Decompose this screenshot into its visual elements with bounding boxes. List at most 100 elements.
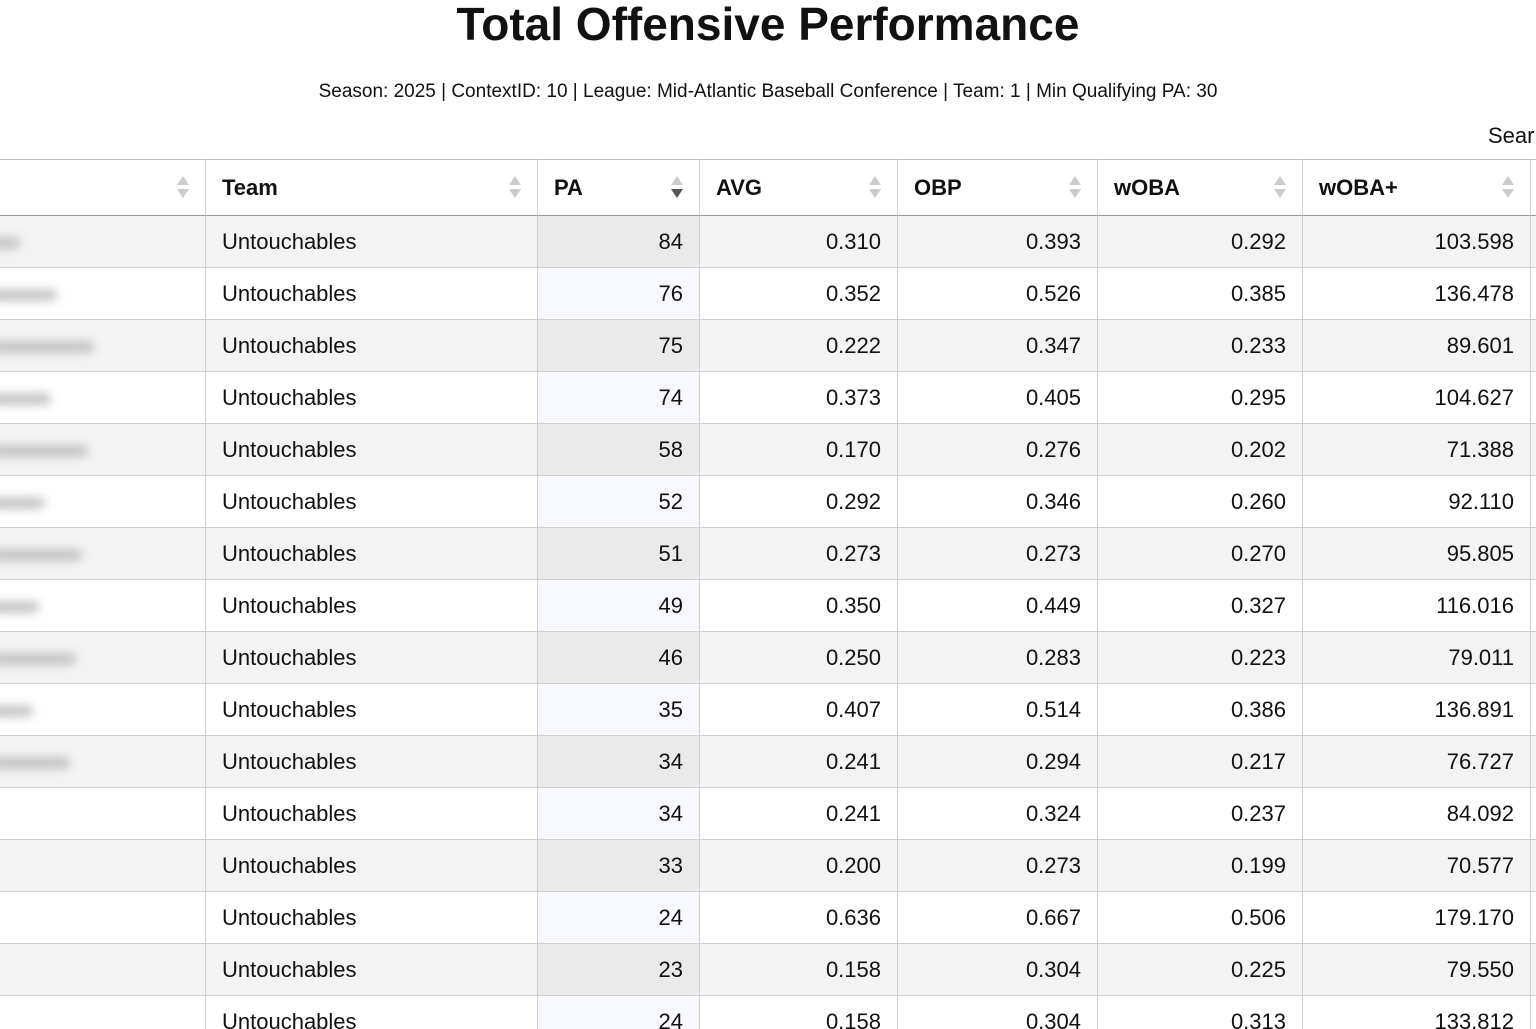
player-cell <box>0 788 206 840</box>
stat-cell: 75 <box>538 320 700 372</box>
player-cell <box>0 216 206 268</box>
stat-cell: 116.016 <box>1303 580 1531 632</box>
redacted-name <box>0 394 51 404</box>
stats-table: Team PA AVG OBP wOBA wOBA+ Untouchables 84 0.310… <box>0 159 1536 1029</box>
extra-cell <box>1531 216 1536 268</box>
sort-icon[interactable] <box>1502 176 1514 200</box>
column-header[interactable]: OBP <box>898 159 1098 216</box>
team-cell: Untouchables <box>206 268 538 320</box>
player-cell <box>0 424 206 476</box>
redacted-name <box>0 654 76 664</box>
stat-cell: 0.449 <box>898 580 1098 632</box>
stat-cell: 0.292 <box>700 476 898 528</box>
stat-cell: 35 <box>538 684 700 736</box>
page-title: Total Offensive Performance <box>456 0 1080 50</box>
stat-cell: 0.273 <box>898 528 1098 580</box>
stat-cell: 0.241 <box>700 788 898 840</box>
sort-icon[interactable] <box>1274 176 1286 200</box>
stat-cell: 0.241 <box>700 736 898 788</box>
stat-cell: 0.199 <box>1098 840 1303 892</box>
extra-cell <box>1531 476 1536 528</box>
extra-cell <box>1531 892 1536 944</box>
search-label[interactable]: Sear <box>1488 123 1535 148</box>
sort-icon[interactable] <box>671 176 683 200</box>
column-header[interactable]: AVG <box>700 159 898 216</box>
stat-cell: 84.092 <box>1303 788 1531 840</box>
redacted-name <box>0 238 20 248</box>
redacted-name <box>0 602 39 612</box>
column-header[interactable]: wOBA+ <box>1303 159 1531 216</box>
stat-cell: 0.313 <box>1098 996 1303 1029</box>
stat-cell: 0.250 <box>700 632 898 684</box>
stat-cell: 0.202 <box>1098 424 1303 476</box>
player-cell <box>0 840 206 892</box>
stat-cell: 24 <box>538 892 700 944</box>
stat-cell: 0.386 <box>1098 684 1303 736</box>
stat-cell: 46 <box>538 632 700 684</box>
player-cell <box>0 684 206 736</box>
stat-cell: 0.407 <box>700 684 898 736</box>
stat-cell: 0.225 <box>1098 944 1303 996</box>
stat-cell: 0.636 <box>700 892 898 944</box>
column-header[interactable] <box>0 159 206 216</box>
player-cell <box>0 476 206 528</box>
player-cell <box>0 528 206 580</box>
player-cell <box>0 372 206 424</box>
team-cell: Untouchables <box>206 736 538 788</box>
team-cell: Untouchables <box>206 944 538 996</box>
stat-cell: 103.598 <box>1303 216 1531 268</box>
stat-cell: 79.550 <box>1303 944 1531 996</box>
redacted-name <box>0 342 94 352</box>
stat-cell: 0.270 <box>1098 528 1303 580</box>
team-cell: Untouchables <box>206 476 538 528</box>
stat-cell: 89.601 <box>1303 320 1531 372</box>
sort-icon[interactable] <box>1069 176 1081 200</box>
column-header[interactable]: PA <box>538 159 700 216</box>
stat-cell: 79.011 <box>1303 632 1531 684</box>
extra-cell <box>1531 996 1536 1029</box>
player-cell <box>0 320 206 372</box>
stat-cell: 34 <box>538 736 700 788</box>
stat-cell: 0.405 <box>898 372 1098 424</box>
stat-cell: 0.347 <box>898 320 1098 372</box>
stat-cell: 0.667 <box>898 892 1098 944</box>
redacted-name <box>0 498 45 508</box>
sort-icon[interactable] <box>509 176 521 200</box>
team-cell: Untouchables <box>206 788 538 840</box>
stat-cell: 0.158 <box>700 996 898 1029</box>
sort-icon[interactable] <box>869 176 881 200</box>
stat-cell: 179.170 <box>1303 892 1531 944</box>
team-cell: Untouchables <box>206 528 538 580</box>
team-cell: Untouchables <box>206 996 538 1029</box>
extra-cell <box>1531 424 1536 476</box>
column-header[interactable]: wOBA <box>1098 159 1303 216</box>
extra-cell <box>1531 944 1536 996</box>
stat-cell: 0.352 <box>700 268 898 320</box>
stat-cell: 24 <box>538 996 700 1029</box>
stat-cell: 34 <box>538 788 700 840</box>
stat-cell: 76.727 <box>1303 736 1531 788</box>
stat-cell: 0.526 <box>898 268 1098 320</box>
team-cell: Untouchables <box>206 684 538 736</box>
team-cell: Untouchables <box>206 424 538 476</box>
extra-cell <box>1531 580 1536 632</box>
extra-cell <box>1531 788 1536 840</box>
stat-cell: 33 <box>538 840 700 892</box>
column-header[interactable]: Team <box>206 159 538 216</box>
extra-cell <box>1531 736 1536 788</box>
redacted-name <box>0 550 82 560</box>
column-header[interactable] <box>1531 159 1536 216</box>
team-cell: Untouchables <box>206 840 538 892</box>
stat-cell: 133.812 <box>1303 996 1531 1029</box>
stat-cell: 0.158 <box>700 944 898 996</box>
team-cell: Untouchables <box>206 892 538 944</box>
team-cell: Untouchables <box>206 580 538 632</box>
stat-cell: 51 <box>538 528 700 580</box>
stat-cell: 0.295 <box>1098 372 1303 424</box>
sort-icon[interactable] <box>177 176 189 200</box>
player-cell <box>0 268 206 320</box>
stat-cell: 0.346 <box>898 476 1098 528</box>
stat-cell: 0.310 <box>700 216 898 268</box>
stat-cell: 136.478 <box>1303 268 1531 320</box>
